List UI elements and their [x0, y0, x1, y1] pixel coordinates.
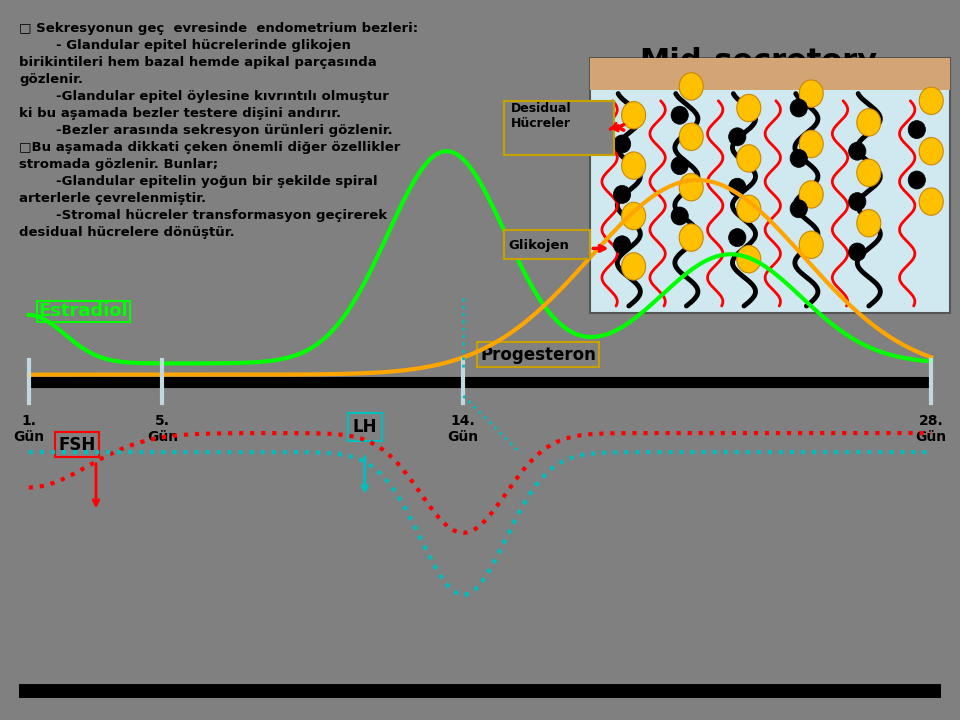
Text: Estradiol: Estradiol [38, 302, 128, 320]
Ellipse shape [857, 210, 881, 237]
Ellipse shape [729, 179, 746, 197]
Ellipse shape [799, 130, 823, 158]
Ellipse shape [908, 120, 925, 138]
Ellipse shape [799, 80, 823, 107]
Ellipse shape [857, 159, 881, 186]
Ellipse shape [679, 224, 703, 251]
Ellipse shape [737, 195, 761, 222]
Ellipse shape [790, 199, 807, 217]
Ellipse shape [737, 94, 761, 122]
Ellipse shape [799, 181, 823, 208]
Ellipse shape [849, 192, 866, 210]
Ellipse shape [790, 99, 807, 117]
Ellipse shape [919, 188, 943, 215]
Ellipse shape [919, 138, 943, 165]
Ellipse shape [849, 142, 866, 160]
Ellipse shape [613, 235, 631, 253]
Text: 14.
Gün: 14. Gün [447, 414, 479, 444]
Ellipse shape [613, 185, 631, 203]
Bar [504, 101, 614, 155]
Bar [504, 230, 590, 259]
Ellipse shape [622, 102, 645, 129]
Ellipse shape [679, 174, 703, 201]
Ellipse shape [729, 228, 746, 246]
Ellipse shape [919, 87, 943, 114]
Text: LH: LH [352, 418, 377, 436]
Ellipse shape [799, 231, 823, 258]
Ellipse shape [857, 109, 881, 136]
Ellipse shape [613, 135, 631, 153]
Text: 1.
Gün: 1. Gün [13, 414, 44, 444]
Ellipse shape [849, 243, 866, 261]
Text: Mid-secretory: Mid-secretory [639, 47, 877, 76]
Ellipse shape [729, 127, 746, 145]
Polygon shape [590, 58, 950, 313]
Ellipse shape [622, 202, 645, 230]
Text: □ Sekresyonun geç  evresinde  endometrium bezleri:
        - Glandular epitel hü: □ Sekresyonun geç evresinde endometrium … [19, 22, 419, 238]
Ellipse shape [671, 157, 688, 175]
Ellipse shape [790, 149, 807, 167]
Ellipse shape [671, 207, 688, 225]
Polygon shape [590, 58, 950, 90]
Ellipse shape [671, 107, 688, 124]
Ellipse shape [737, 246, 761, 273]
Text: FSH: FSH [59, 436, 95, 454]
Text: Progesteron: Progesteron [480, 346, 596, 364]
Ellipse shape [679, 123, 703, 150]
Ellipse shape [622, 152, 645, 179]
Text: 28.
Gün: 28. Gün [916, 414, 947, 444]
Ellipse shape [908, 171, 925, 189]
Text: 5.
Gün: 5. Gün [147, 414, 178, 444]
Text: Glikojen: Glikojen [509, 239, 569, 252]
Ellipse shape [622, 253, 645, 280]
Text: Desidual
Hücreler: Desidual Hücreler [511, 102, 571, 130]
Ellipse shape [737, 145, 761, 172]
Ellipse shape [679, 73, 703, 100]
